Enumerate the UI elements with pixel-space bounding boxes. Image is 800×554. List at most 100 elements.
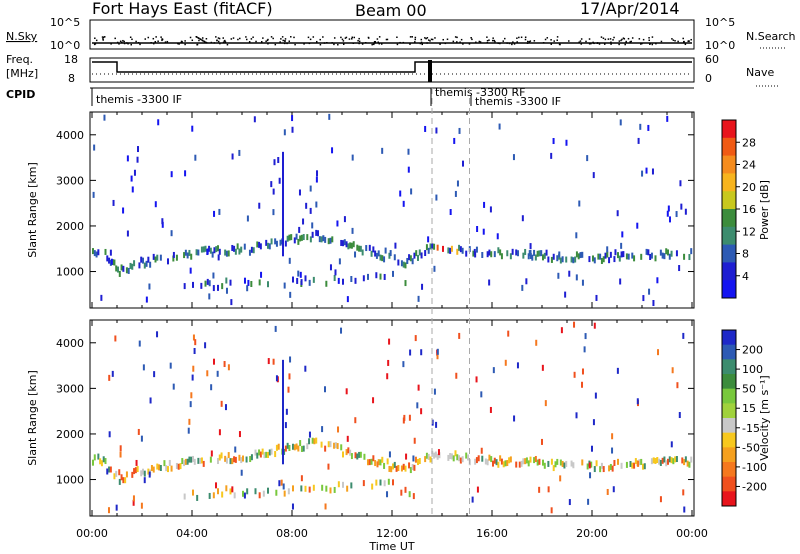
- data-mark: [559, 257, 562, 264]
- nsky-dot: [331, 42, 333, 44]
- nsky-dot: [556, 39, 558, 41]
- data-mark: [283, 129, 286, 136]
- data-mark: [543, 252, 546, 259]
- nsky-dot: [434, 37, 436, 39]
- data-mark: [143, 470, 146, 477]
- data-mark: [282, 206, 284, 213]
- data-mark: [346, 435, 349, 442]
- data-mark: [384, 247, 387, 254]
- data-mark: [608, 465, 611, 472]
- data-mark: [188, 456, 191, 463]
- data-mark: [521, 284, 524, 291]
- data-mark: [308, 438, 311, 445]
- data-mark: [619, 119, 622, 126]
- data-mark: [552, 465, 555, 472]
- data-mark: [172, 251, 175, 258]
- data-mark: [148, 471, 151, 478]
- data-mark: [570, 256, 573, 263]
- data-mark: [447, 247, 450, 254]
- data-mark: [267, 451, 269, 458]
- data-mark: [672, 458, 675, 465]
- data-mark: [496, 233, 499, 240]
- data-mark: [636, 222, 639, 229]
- data-mark: [621, 231, 624, 238]
- x-tick-label: 00:00: [76, 527, 108, 540]
- nsky-dot: [528, 41, 531, 43]
- data-mark: [486, 459, 489, 466]
- data-mark: [449, 209, 452, 216]
- data-mark: [414, 335, 417, 342]
- nsky-dot: [629, 41, 631, 43]
- data-mark: [308, 486, 311, 493]
- data-mark: [267, 242, 269, 249]
- data-mark: [229, 458, 232, 465]
- data-mark: [593, 466, 596, 473]
- nsky-dot: [267, 42, 269, 45]
- nsky-dot: [351, 36, 354, 39]
- nsky-dot: [648, 39, 650, 42]
- data-mark: [208, 245, 211, 252]
- nsky-dot: [446, 38, 449, 41]
- nsky-dot: [414, 38, 416, 41]
- data-mark: [684, 208, 687, 215]
- data-mark: [631, 462, 634, 469]
- nsky-dot: [116, 41, 119, 44]
- nsky-dot: [150, 42, 152, 44]
- data-mark: [354, 251, 357, 258]
- data-mark: [556, 458, 559, 465]
- nsky-dot: [95, 39, 98, 42]
- data-mark: [92, 459, 94, 466]
- data-mark: [663, 456, 666, 463]
- data-mark: [149, 397, 152, 404]
- data-mark: [282, 452, 284, 459]
- data-mark: [142, 468, 144, 475]
- data-mark: [499, 455, 502, 462]
- nsky-dot: [294, 43, 296, 46]
- data-mark: [158, 464, 161, 471]
- data-mark: [293, 444, 296, 451]
- data-mark: [682, 332, 685, 339]
- nsky-dot: [245, 38, 248, 41]
- data-mark: [292, 485, 294, 492]
- data-mark: [561, 460, 564, 467]
- data-mark: [425, 452, 428, 459]
- nsky-dot: [378, 36, 381, 38]
- data-mark: [300, 475, 303, 482]
- nsky-dot: [282, 39, 284, 42]
- data-mark: [272, 209, 275, 216]
- nsky-dot: [600, 36, 603, 38]
- data-mark: [217, 254, 220, 261]
- velocity-colorbar: 200 100 50 15 -15 -50 -100 -200: [721, 329, 767, 507]
- nsky-dot: [579, 40, 582, 42]
- nsky-dot: [430, 38, 433, 41]
- colorbar-segment: [722, 280, 736, 299]
- x-axis: 00:00 04:00 08:00 12:00 16:00 20:00 00:00: [76, 527, 708, 540]
- data-mark: [410, 188, 413, 195]
- data-mark: [345, 449, 348, 456]
- data-mark: [152, 253, 155, 260]
- nsky-dot: [191, 39, 194, 42]
- nsky-dot: [152, 37, 155, 40]
- data-mark: [666, 210, 669, 217]
- data-mark: [265, 239, 268, 246]
- cpid-label: CPID: [6, 88, 35, 101]
- data-mark: [187, 427, 190, 434]
- data-mark: [242, 490, 244, 497]
- data-mark: [414, 456, 417, 463]
- nsky-dot: [580, 43, 583, 45]
- data-mark: [657, 349, 660, 356]
- data-mark: [480, 447, 483, 454]
- data-mark: [209, 247, 212, 254]
- data-mark: [283, 282, 286, 289]
- colorbar-segment: [722, 120, 736, 139]
- nsky-dot: [620, 39, 622, 42]
- data-mark: [524, 248, 527, 255]
- data-mark: [109, 249, 112, 256]
- data-mark: [282, 201, 284, 208]
- data-mark: [387, 478, 390, 485]
- data-mark: [594, 392, 597, 399]
- data-mark: [117, 266, 119, 273]
- data-mark: [108, 466, 111, 473]
- data-mark: [221, 283, 224, 290]
- data-mark: [616, 367, 619, 374]
